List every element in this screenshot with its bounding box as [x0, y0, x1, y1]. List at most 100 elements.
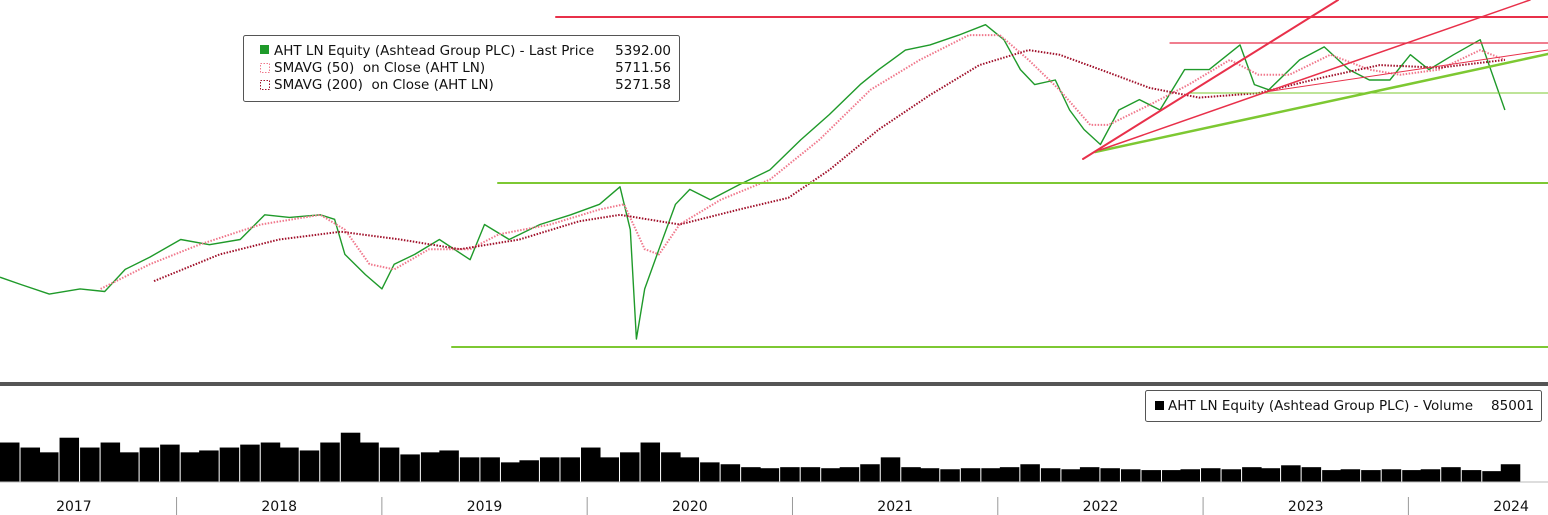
legend: AHT LN Equity (Ashtead Group PLC) - Last…: [243, 35, 680, 102]
volume-bar: [119, 452, 139, 482]
legend-label: AHT LN Equity (Ashtead Group PLC) - Last…: [274, 43, 594, 59]
volume-bar: [1281, 465, 1301, 482]
volume-bar: [219, 447, 240, 482]
volume-bar: [80, 447, 100, 482]
volume-bar: [780, 467, 800, 482]
legend-value: 5271.58: [615, 77, 671, 93]
x-tick-label: 2019: [467, 499, 503, 515]
volume-bar: [880, 457, 901, 482]
volume-bar: [459, 457, 480, 482]
volume-bar: [700, 462, 720, 482]
volume-bar: [260, 442, 281, 482]
volume-bar: [420, 452, 441, 482]
volume-bar: [1482, 471, 1502, 482]
legend-label: AHT LN Equity (Ashtead Group PLC) - Volu…: [1168, 398, 1473, 414]
volume-bar: [999, 467, 1020, 482]
volume-bar: [1221, 469, 1242, 482]
volume-bar: [160, 444, 180, 482]
x-tick-label: 2020: [672, 499, 708, 515]
volume-bar: [500, 462, 521, 482]
volume-bar: [199, 450, 219, 482]
legend-box: [243, 35, 680, 102]
volume-bar: [1500, 464, 1521, 482]
x-tick-label: 2017: [56, 499, 92, 515]
volume-bar: [299, 450, 320, 482]
volume-bar: [741, 467, 761, 482]
trend-line: [1082, 0, 1339, 160]
x-axis: 2017 2018 2019 2020 2021 2022 2023 2024: [56, 497, 1529, 515]
volume-bar: [59, 437, 80, 482]
legend-value: 85001: [1491, 398, 1534, 414]
volume-bar: [1340, 469, 1361, 482]
price-line: [0, 24, 1506, 340]
volume-bar: [1162, 470, 1182, 482]
volume-bar: [599, 457, 619, 482]
volume-bar: [1420, 469, 1441, 482]
volume-bar: [1040, 468, 1061, 482]
volume-bar: [20, 447, 41, 482]
volume-bar: [581, 447, 601, 482]
volume-bar: [1361, 470, 1381, 482]
volume-bar: [661, 452, 681, 482]
volume-bar: [180, 452, 201, 482]
volume-bar: [1100, 468, 1120, 482]
legend-label: SMAVG (50) on Close (AHT LN): [274, 60, 485, 76]
legend-value: 5392.00: [615, 43, 671, 59]
volume-bar: [1260, 468, 1281, 482]
volume-bar: [1402, 470, 1422, 482]
volume-bar: [1461, 470, 1482, 482]
legend-swatch: [1155, 401, 1164, 410]
trend-line: [1093, 52, 1548, 154]
price-line: [153, 49, 1506, 283]
volume-bar: [1020, 464, 1040, 482]
legend-swatch: [260, 45, 269, 54]
volume-bar: [240, 444, 260, 482]
volume-bar: [1301, 467, 1322, 482]
volume-bar: [139, 447, 160, 482]
legend-swatch: [260, 80, 270, 90]
volume-bar: [39, 452, 59, 482]
volume-bar: [821, 468, 841, 482]
volume-bar: [359, 442, 379, 482]
volume-bar: [940, 469, 960, 482]
volume-bar: [860, 464, 880, 482]
legend-label: SMAVG (200) on Close (AHT LN): [274, 77, 494, 93]
volume-bar: [1061, 469, 1081, 482]
x-tick-label: 2024: [1493, 499, 1529, 515]
legend-box: [1145, 390, 1542, 422]
volume-bar: [960, 468, 981, 482]
volume-bar: [1381, 469, 1402, 482]
annotations: [451, 0, 1548, 348]
legend-swatch: [260, 63, 270, 73]
volume-bar: [720, 464, 741, 482]
volume-bar: [480, 457, 500, 482]
volume-bar: [379, 447, 400, 482]
volume-panel: [0, 432, 1521, 482]
volume-legend: AHT LN Equity (Ashtead Group PLC) - Volu…: [1145, 390, 1542, 422]
volume-bar: [320, 442, 340, 482]
volume-bar: [439, 450, 459, 482]
volume-bar: [1242, 467, 1262, 482]
panel-divider: [0, 382, 1548, 386]
volume-bar: [1441, 467, 1461, 482]
volume-bar: [0, 442, 20, 482]
legend-value: 5711.56: [615, 60, 671, 76]
price-line: [100, 34, 1506, 290]
volume-bar: [1201, 468, 1221, 482]
volume-bar: [1141, 470, 1161, 482]
volume-bar: [759, 468, 780, 482]
volume-bar: [1079, 467, 1100, 482]
x-tick-label: 2022: [1083, 499, 1119, 515]
volume-bar: [679, 457, 700, 482]
volume-bar: [981, 468, 1001, 482]
trend-line: [1264, 49, 1548, 93]
volume-bar: [620, 452, 640, 482]
volume-bar: [340, 432, 361, 482]
volume-bar: [1120, 469, 1141, 482]
volume-bar: [839, 467, 860, 482]
x-tick-label: 2018: [261, 499, 297, 515]
trend-line: [1099, 0, 1531, 151]
x-tick-label: 2023: [1288, 499, 1324, 515]
